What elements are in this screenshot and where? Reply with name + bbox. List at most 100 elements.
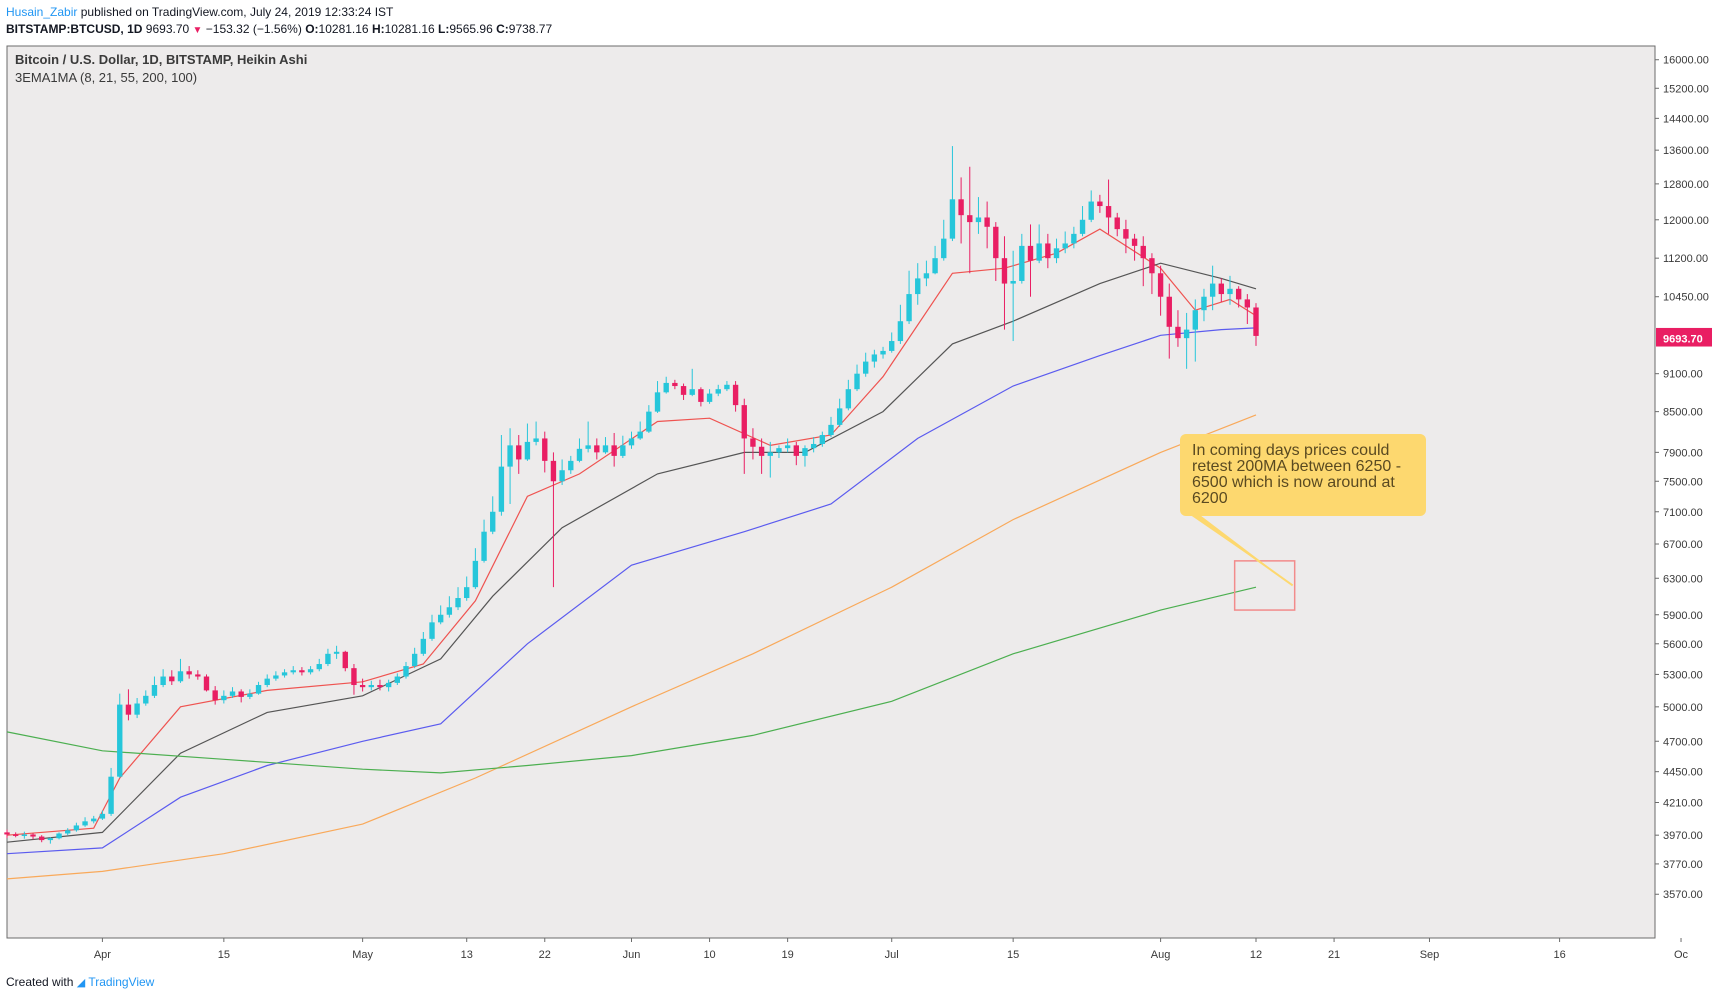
annotation-shapes — [1186, 511, 1296, 611]
candle-body — [871, 354, 878, 362]
open-label: O: — [305, 22, 319, 36]
candle-body — [151, 685, 158, 696]
candle-body — [65, 830, 71, 834]
candle-body — [646, 411, 652, 432]
y-tick-label: 4700.00 — [1663, 736, 1703, 748]
y-tick-label: 3570.00 — [1663, 889, 1703, 901]
publish-info: published on TradingView.com, July 24, 2… — [80, 5, 394, 19]
candle-body — [281, 672, 288, 676]
candle-body — [906, 294, 912, 322]
candle-body — [1001, 258, 1008, 284]
candle-body — [134, 703, 140, 715]
x-tick-label: Aug — [1151, 949, 1171, 961]
y-tick-label: 5900.00 — [1663, 610, 1703, 622]
candle-body — [628, 438, 635, 446]
candle-body — [1131, 238, 1138, 246]
open-value: 10281.16 — [318, 22, 369, 36]
high-label: H: — [371, 22, 385, 36]
line-ema8 — [6, 228, 1257, 836]
candle-body — [437, 614, 444, 623]
x-tick-label: 21 — [1328, 949, 1340, 961]
candle-body — [117, 704, 123, 777]
line-ema200 — [6, 586, 1257, 774]
candle-body — [1140, 245, 1146, 259]
candle-body — [654, 392, 661, 412]
candle-body — [12, 834, 19, 836]
candle-body — [221, 695, 227, 701]
candle-body — [1036, 243, 1042, 261]
candle-body — [1253, 307, 1259, 336]
candle-body — [854, 373, 860, 390]
candle-body — [160, 676, 166, 686]
y-tick-label: 10450.00 — [1663, 292, 1709, 304]
candle-body — [941, 238, 947, 259]
annotation-callout[interactable]: In coming days prices could retest 200MA… — [1180, 434, 1426, 516]
candle-body — [1227, 288, 1233, 295]
footer: Created with ◢ TradingView — [6, 975, 154, 989]
candle-body — [915, 278, 921, 295]
x-tick-label: Jul — [885, 949, 899, 961]
author-link[interactable]: Husain_Zabir — [6, 5, 78, 19]
candle-body — [125, 704, 132, 715]
candle-body — [385, 682, 392, 688]
time-axis: Apr 15 May 13 22 Jun 10 19 Jul 15 Aug 12 21 Sep 16 Oc — [94, 938, 1689, 961]
candle-body — [177, 671, 184, 682]
candle-body — [455, 598, 461, 608]
candle-body — [472, 560, 479, 588]
candle-body — [21, 834, 28, 836]
candle-body — [784, 445, 791, 449]
candle-body — [880, 350, 886, 355]
publish-line: Husain_Zabir published on TradingView.co… — [6, 4, 1706, 21]
y-tick-label: 3970.00 — [1663, 830, 1703, 842]
x-tick-label: 12 — [1250, 949, 1262, 961]
tradingview-link[interactable]: TradingView — [88, 975, 155, 989]
candle-body — [47, 838, 54, 841]
candle-body — [1097, 201, 1103, 207]
y-tick-label: 6300.00 — [1663, 573, 1703, 585]
y-tick-label: 5300.00 — [1663, 669, 1703, 681]
moving-averages — [6, 228, 1257, 880]
line-ma100 — [6, 414, 1257, 880]
candle-body — [1045, 243, 1051, 259]
price-change: −153.32 (−1.56%) — [205, 22, 302, 36]
candle-body — [255, 685, 262, 694]
price-labels: 9738.779693.70 — [1656, 327, 1712, 347]
symbol-label: BITSTAMP:BTCUSD, 1D — [6, 22, 143, 36]
candle-body — [1166, 296, 1172, 327]
candle-body — [663, 382, 669, 393]
candle-body — [273, 675, 279, 679]
candles — [4, 146, 1259, 844]
y-tick-label: 7900.00 — [1663, 447, 1703, 459]
candle-body — [1027, 245, 1034, 261]
candle-body — [186, 671, 192, 675]
candle-body — [1062, 243, 1068, 249]
low-value: 9565.96 — [449, 22, 493, 36]
candle-body — [524, 441, 531, 460]
candle-body — [4, 832, 10, 835]
candle-body — [446, 607, 453, 615]
candle-body — [1183, 329, 1190, 339]
chart-header: Husain_Zabir published on TradingView.co… — [6, 4, 1706, 40]
candle-body — [1209, 283, 1216, 297]
down-arrow-icon: ▼ — [192, 25, 203, 36]
candle-body — [863, 361, 869, 374]
candle-body — [377, 685, 383, 688]
candle-body — [1088, 201, 1094, 220]
candle-body — [932, 258, 938, 274]
candle-body — [307, 669, 314, 673]
close-label: C: — [496, 22, 509, 36]
candle-body — [923, 273, 930, 279]
indicator-label: 3EMA1MA (8, 21, 55, 200, 100) — [15, 70, 197, 85]
candle-body — [1244, 299, 1251, 308]
candle-body — [975, 217, 982, 223]
candle-body — [516, 445, 522, 460]
price-tag-label: 9693.70 — [1663, 334, 1703, 346]
high-value: 10281.16 — [384, 22, 435, 36]
candle-body — [1010, 280, 1016, 284]
y-tick-label: 4450.00 — [1663, 767, 1703, 779]
chart-title: Bitcoin / U.S. Dollar, 1D, BITSTAMP, Hei… — [15, 52, 307, 67]
price-axis: 16000.00 15200.00 14400.00 13600.00 12800.00… — [1655, 55, 1709, 901]
candle-body — [342, 651, 348, 669]
candle-body — [698, 389, 704, 402]
